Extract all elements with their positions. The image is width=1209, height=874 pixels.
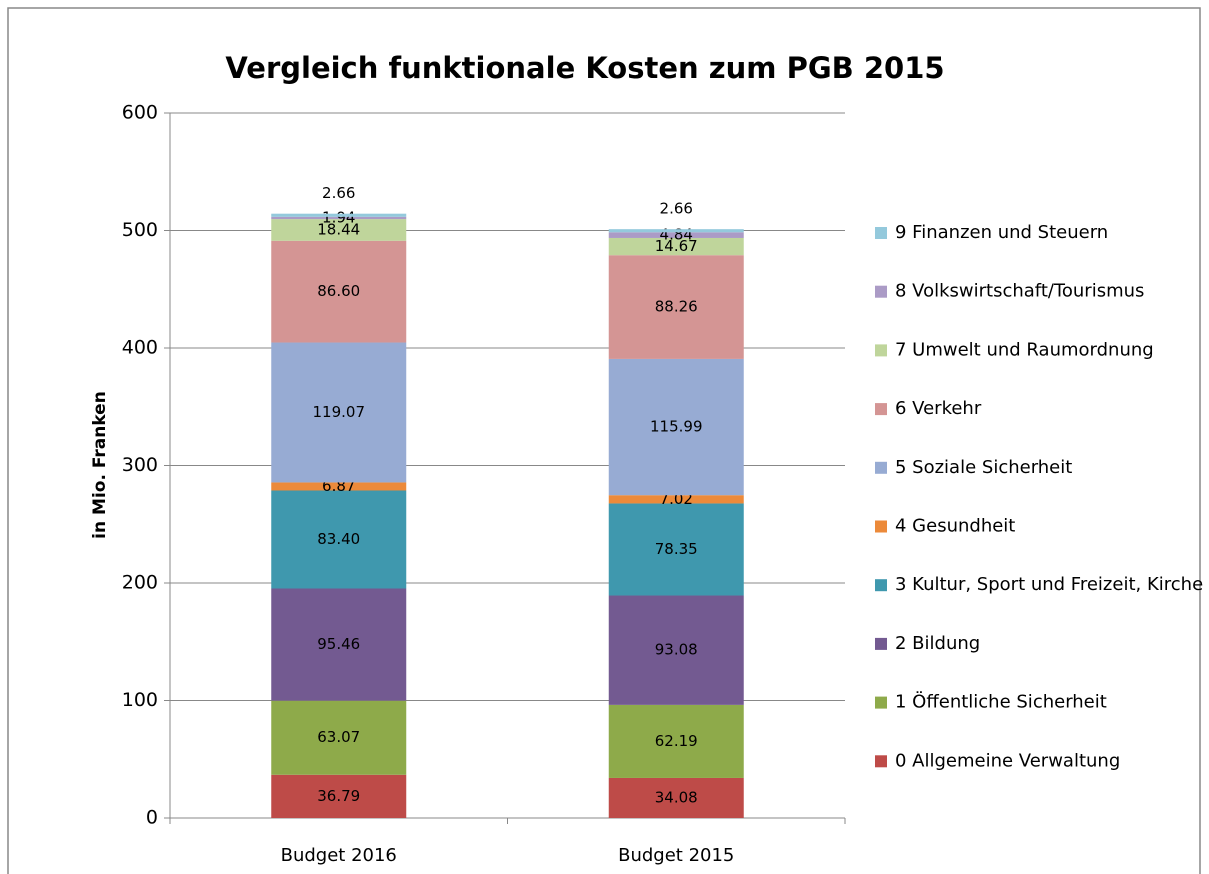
data-label: 2.66 — [660, 200, 693, 218]
x-tick-label: Budget 2015 — [618, 845, 734, 866]
bar-segment — [608, 503, 744, 596]
legend-swatch — [875, 461, 887, 474]
x-tick-label: Budget 2016 — [281, 845, 397, 866]
data-label: 95.46 — [317, 635, 360, 653]
data-label: 119.07 — [313, 403, 366, 421]
data-label: 93.08 — [655, 641, 698, 659]
y-tick-label: 500 — [122, 219, 158, 241]
data-label: 86.60 — [317, 282, 360, 300]
data-label: 62.19 — [655, 732, 698, 750]
legend-swatch — [875, 637, 887, 650]
data-label: 2.66 — [322, 184, 355, 202]
legend-swatch — [875, 520, 887, 533]
legend-label: 1 Öffentliche Sicherheit — [895, 691, 1107, 713]
y-tick-label: 100 — [122, 689, 158, 711]
bar-segment — [608, 704, 744, 778]
bar-segment — [271, 240, 407, 343]
legend-label: 7 Umwelt und Raumordnung — [895, 339, 1154, 360]
bar-segment — [608, 358, 744, 496]
bar-segment — [271, 588, 407, 701]
legend-swatch — [875, 755, 887, 768]
legend-label: 6 Verkehr — [895, 398, 982, 419]
bar-segment — [608, 777, 744, 818]
y-axis-label: in Mio. Franken — [90, 391, 110, 539]
legend-swatch — [875, 344, 887, 357]
bar-segment — [271, 213, 407, 217]
bar-segment — [271, 700, 407, 775]
bar-segment — [608, 237, 744, 256]
bar-segment — [608, 595, 744, 705]
bar-segment — [608, 495, 744, 504]
chart-frame — [7, 7, 1201, 874]
y-tick-label: 0 — [146, 807, 158, 829]
legend-label: 8 Volkswirtschaft/Tourismus — [895, 281, 1144, 302]
legend-swatch — [875, 403, 887, 416]
data-label: 83.40 — [317, 530, 360, 548]
y-tick-label: 600 — [122, 102, 158, 124]
legend-swatch — [875, 579, 887, 592]
bar-segment — [271, 490, 407, 589]
legend-swatch — [875, 227, 887, 239]
chart-title: Vergleich funktionale Kosten zum PGB 201… — [225, 51, 944, 85]
y-tick-label: 400 — [122, 337, 158, 359]
legend-label: 3 Kultur, Sport und Freizeit, Kirche — [895, 574, 1203, 595]
data-label: 63.07 — [317, 728, 360, 746]
data-label: 18.44 — [317, 220, 360, 238]
data-label: 14.67 — [655, 237, 698, 255]
legend-label: 2 Bildung — [895, 633, 980, 654]
legend-label: 5 Soziale Sicherheit — [895, 457, 1072, 478]
bar-segment — [271, 482, 407, 491]
data-label: 4.84 — [660, 226, 693, 244]
legend-swatch — [875, 696, 887, 709]
data-label: 34.08 — [655, 788, 698, 806]
bar-segment — [608, 229, 744, 233]
data-label: 88.26 — [655, 298, 698, 316]
data-label: 78.35 — [655, 540, 698, 558]
y-tick-label: 300 — [122, 454, 158, 476]
data-label: 1.94 — [322, 208, 355, 226]
y-tick-label: 200 — [122, 572, 158, 594]
data-label: 115.99 — [650, 418, 703, 436]
bar-segment — [608, 255, 744, 359]
bar-segment — [271, 774, 407, 818]
bar-segment — [271, 342, 407, 483]
bar-segment — [271, 216, 407, 220]
legend-label: 0 Allgemeine Verwaltung — [895, 750, 1120, 771]
legend-label: 4 Gesundheit — [895, 516, 1015, 537]
bar-segment — [271, 219, 407, 241]
legend-swatch — [875, 285, 887, 298]
bar-segment — [608, 232, 744, 238]
data-label: 36.79 — [317, 787, 360, 805]
legend-label: 9 Finanzen und Steuern — [895, 222, 1108, 243]
